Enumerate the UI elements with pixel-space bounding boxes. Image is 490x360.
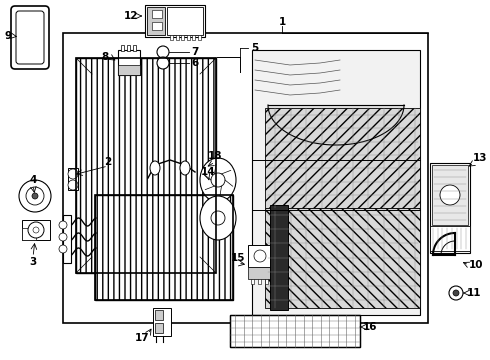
Text: 2: 2 bbox=[104, 157, 112, 167]
Bar bbox=[170, 35, 173, 40]
Bar bbox=[155, 323, 163, 333]
Text: 13: 13 bbox=[473, 153, 487, 163]
Text: 14: 14 bbox=[201, 167, 215, 177]
Ellipse shape bbox=[254, 250, 266, 262]
Text: 12: 12 bbox=[124, 11, 138, 21]
Bar bbox=[252, 50, 420, 315]
Bar bbox=[193, 35, 196, 40]
Text: 18: 18 bbox=[208, 151, 222, 161]
Bar bbox=[152, 22, 162, 30]
Text: 9: 9 bbox=[4, 31, 12, 41]
Ellipse shape bbox=[157, 46, 169, 58]
Bar bbox=[181, 35, 184, 40]
Ellipse shape bbox=[440, 185, 460, 205]
Text: 15: 15 bbox=[231, 253, 245, 263]
Bar bbox=[22, 220, 50, 240]
Bar bbox=[118, 50, 140, 75]
Bar bbox=[63, 33, 428, 323]
Bar bbox=[68, 168, 78, 190]
Bar bbox=[147, 7, 165, 35]
Bar bbox=[265, 108, 420, 208]
Bar bbox=[430, 163, 470, 253]
Bar bbox=[432, 165, 468, 225]
Text: 3: 3 bbox=[29, 257, 37, 267]
Bar bbox=[258, 279, 261, 284]
Text: 16: 16 bbox=[363, 322, 377, 332]
Ellipse shape bbox=[59, 221, 67, 229]
Bar bbox=[152, 10, 162, 18]
Text: 17: 17 bbox=[135, 333, 149, 343]
Bar bbox=[430, 226, 470, 251]
Bar bbox=[230, 315, 360, 347]
Text: 5: 5 bbox=[251, 43, 259, 53]
Ellipse shape bbox=[200, 158, 236, 202]
Bar bbox=[251, 279, 254, 284]
Text: 7: 7 bbox=[191, 47, 198, 57]
Text: 11: 11 bbox=[467, 288, 481, 298]
Bar bbox=[248, 267, 272, 279]
Bar bbox=[265, 208, 420, 308]
Ellipse shape bbox=[28, 222, 44, 238]
Ellipse shape bbox=[59, 233, 67, 241]
Bar bbox=[248, 245, 272, 267]
Bar bbox=[118, 65, 140, 75]
Bar bbox=[187, 35, 190, 40]
Bar bbox=[155, 310, 163, 320]
Bar bbox=[95, 195, 233, 300]
Ellipse shape bbox=[33, 227, 39, 233]
Bar bbox=[76, 58, 216, 273]
Ellipse shape bbox=[157, 57, 169, 69]
Ellipse shape bbox=[200, 196, 236, 240]
Ellipse shape bbox=[59, 245, 67, 253]
Text: 10: 10 bbox=[469, 260, 483, 270]
Bar bbox=[76, 58, 216, 273]
Bar bbox=[270, 205, 288, 310]
Ellipse shape bbox=[211, 211, 225, 225]
Text: 1: 1 bbox=[278, 17, 286, 27]
Bar bbox=[63, 215, 71, 263]
FancyBboxPatch shape bbox=[11, 6, 49, 69]
Text: 6: 6 bbox=[192, 58, 198, 68]
Text: 4: 4 bbox=[29, 175, 37, 185]
Ellipse shape bbox=[68, 180, 78, 190]
Bar bbox=[167, 7, 203, 35]
Bar bbox=[92, 74, 200, 257]
Ellipse shape bbox=[19, 180, 51, 212]
FancyBboxPatch shape bbox=[16, 11, 44, 64]
Bar bbox=[95, 195, 233, 300]
Ellipse shape bbox=[449, 286, 463, 300]
Bar bbox=[145, 5, 205, 37]
Bar bbox=[265, 279, 268, 284]
Bar bbox=[22, 228, 36, 240]
Bar bbox=[121, 45, 124, 51]
Ellipse shape bbox=[150, 161, 160, 175]
Ellipse shape bbox=[211, 173, 225, 187]
Bar bbox=[127, 45, 130, 51]
Ellipse shape bbox=[453, 290, 459, 296]
Ellipse shape bbox=[32, 193, 38, 199]
Ellipse shape bbox=[180, 161, 190, 175]
Bar bbox=[133, 45, 136, 51]
Bar bbox=[175, 35, 178, 40]
Bar bbox=[230, 315, 360, 347]
Bar bbox=[153, 308, 171, 336]
Text: 8: 8 bbox=[101, 52, 109, 62]
Ellipse shape bbox=[68, 169, 78, 179]
Ellipse shape bbox=[26, 187, 44, 205]
Bar bbox=[198, 35, 201, 40]
